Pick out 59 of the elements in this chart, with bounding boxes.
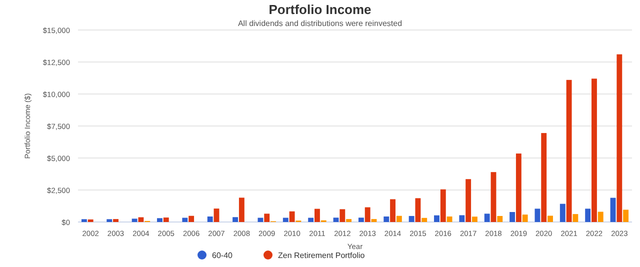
bar (522, 214, 528, 222)
bar (289, 211, 295, 222)
bar (182, 218, 188, 222)
bar (358, 218, 364, 222)
chart-subtitle: All dividends and distributions were reinvested (238, 19, 402, 28)
bar (88, 219, 94, 222)
bar (364, 207, 370, 222)
bar (340, 209, 346, 222)
bar (214, 208, 220, 222)
bar (138, 217, 144, 222)
bar (610, 198, 616, 222)
bar (232, 217, 238, 222)
bar (434, 215, 440, 222)
bar (238, 198, 244, 222)
bar (490, 172, 496, 222)
bar (446, 216, 452, 222)
bar (314, 208, 320, 222)
bar (466, 179, 472, 222)
legend-label: 60-40 (212, 251, 234, 260)
chart-title: Portfolio Income (268, 2, 372, 17)
bar (384, 216, 390, 222)
bar (592, 78, 597, 222)
bar (264, 214, 270, 222)
bar (106, 219, 112, 222)
bar (516, 154, 522, 222)
bar (188, 216, 194, 222)
bar (534, 208, 540, 222)
bar (308, 218, 314, 222)
bar (333, 218, 339, 222)
bar (484, 214, 490, 222)
bar (371, 219, 377, 222)
bar (440, 189, 446, 222)
bar (566, 80, 572, 222)
bar (163, 218, 169, 222)
bar (207, 216, 213, 222)
bar (548, 216, 553, 222)
bar (472, 216, 478, 222)
bar (459, 215, 465, 222)
bar (408, 216, 414, 222)
bar (81, 219, 87, 222)
bar (572, 214, 578, 222)
bar (390, 199, 396, 222)
bar (623, 210, 629, 222)
bar (282, 218, 288, 222)
bar (113, 219, 118, 222)
bar (541, 133, 547, 222)
bar (415, 198, 421, 222)
bar (510, 212, 516, 222)
bar (616, 54, 622, 222)
legend-label: Zen Retirement Portfolio (278, 251, 366, 260)
bar (396, 216, 402, 222)
bar (560, 204, 566, 222)
bar (497, 216, 503, 222)
bar (132, 218, 138, 222)
bar (157, 218, 162, 222)
bar (422, 218, 428, 222)
bar (585, 208, 591, 222)
bar (598, 212, 604, 222)
bar (346, 219, 352, 222)
